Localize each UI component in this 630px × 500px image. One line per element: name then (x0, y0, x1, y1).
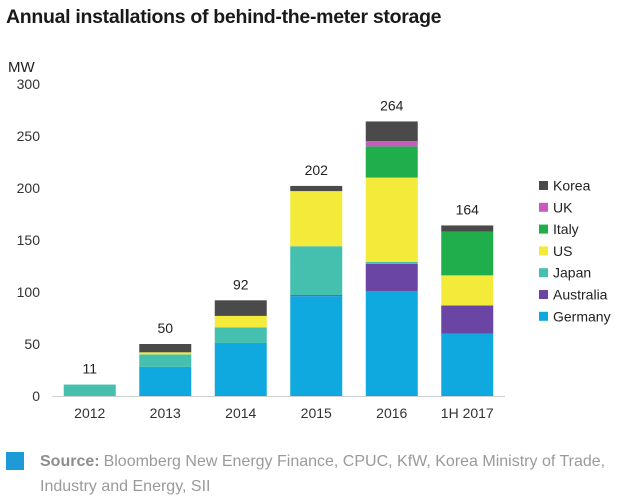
legend-swatch-us (539, 246, 548, 256)
legend-swatch-uk (539, 202, 548, 212)
bars (63, 121, 494, 396)
x-tick-label: 1H 2017 (441, 405, 494, 421)
x-axis-ticks: 2012 2013 2014 2015 2016 1H 2017 (52, 396, 505, 421)
source-marker (6, 452, 24, 470)
total-label: 202 (305, 162, 329, 178)
legend-swatch-korea (539, 181, 548, 190)
y-tick-label: 100 (17, 284, 41, 300)
bar-segment-germany-1h-2017 (441, 333, 494, 396)
y-tick-label: 50 (24, 336, 40, 352)
bar-segment-us-1h-2017 (441, 275, 494, 306)
bar-segment-japan-2012 (63, 384, 116, 396)
bar-segment-uk-2016 (365, 141, 418, 147)
bar-segment-us-2016 (365, 177, 418, 262)
bar-segment-us-2015 (290, 191, 343, 247)
bar-segment-korea-2013 (139, 344, 192, 353)
x-tick-label: 2013 (150, 405, 181, 421)
source-text-block: Source: Bloomberg New Energy Finance, CPU… (40, 449, 621, 499)
x-tick-label: 2016 (376, 405, 407, 421)
bar-segment-japan-2014 (214, 327, 267, 343)
total-labels: 11 50 92 202 264 164 (82, 97, 479, 376)
bar-segment-germany-2016 (365, 290, 418, 396)
legend-swatch-japan (539, 268, 548, 278)
source-note: Source: Bloomberg New Energy Finance, CPU… (6, 449, 621, 499)
source-label: Source: (40, 453, 100, 470)
bar-segment-italy-1h-2017 (441, 231, 494, 276)
bar-segment-japan-2013 (139, 354, 192, 367)
total-label: 92 (233, 276, 249, 292)
legend-label-japan: Japan (553, 265, 591, 281)
y-tick-label: 0 (32, 388, 40, 404)
page-title: Annual installations of behind-the-meter… (6, 6, 442, 28)
bar-segment-korea-1h-2017 (441, 225, 494, 232)
stacked-bar-chart: MW 0 50 100 150 200 250 300 11 50 92 202 264 164 20… (8, 59, 611, 421)
legend-label-australia: Australia (553, 287, 608, 303)
bar-segment-australia-2015 (290, 295, 343, 297)
legend-label-us: US (553, 243, 572, 259)
legend-swatch-italy (539, 224, 548, 234)
bar-segment-germany-2014 (214, 342, 267, 396)
bar-segment-germany-2013 (139, 366, 192, 396)
bar-segment-us-2014 (214, 315, 267, 328)
total-label: 11 (82, 361, 97, 377)
legend-label-uk: UK (553, 199, 573, 215)
y-tick-label: 300 (17, 76, 41, 92)
legend-swatch-australia (539, 290, 548, 299)
total-label: 50 (157, 320, 173, 336)
source-text: Bloomberg New Energy Finance, CPUC, KfW,… (40, 453, 606, 495)
bar-segment-korea-2015 (290, 185, 343, 192)
bar-segment-australia-1h-2017 (441, 305, 494, 334)
bar-segment-germany-2015 (290, 296, 343, 396)
legend-label-italy: Italy (553, 221, 579, 237)
bar-segment-us-2013 (139, 352, 192, 355)
legend: Korea UK Italy US Japan Australia Germany (539, 178, 611, 324)
y-tick-label: 150 (17, 232, 41, 248)
y-tick-label: 250 (17, 128, 41, 144)
bar-segment-japan-2016 (365, 261, 418, 264)
bar-segment-italy-2016 (365, 146, 418, 178)
bar-segment-korea-2016 (365, 121, 418, 142)
y-axis-ticks: 0 50 100 150 200 250 300 (17, 76, 41, 404)
bar-segment-korea-2014 (214, 300, 267, 316)
x-tick-label: 2014 (225, 405, 256, 421)
bar-segment-japan-2015 (290, 246, 343, 296)
x-tick-label: 2015 (301, 405, 332, 421)
bar-segment-australia-2016 (365, 263, 418, 291)
x-tick-label: 2012 (74, 405, 105, 421)
legend-swatch-germany (539, 311, 548, 321)
total-label: 264 (380, 97, 404, 113)
total-label: 164 (456, 201, 480, 217)
y-axis-label: MW (8, 59, 35, 76)
legend-label-germany: Germany (553, 308, 611, 324)
y-tick-label: 200 (17, 180, 41, 196)
legend-label-korea: Korea (553, 178, 591, 194)
